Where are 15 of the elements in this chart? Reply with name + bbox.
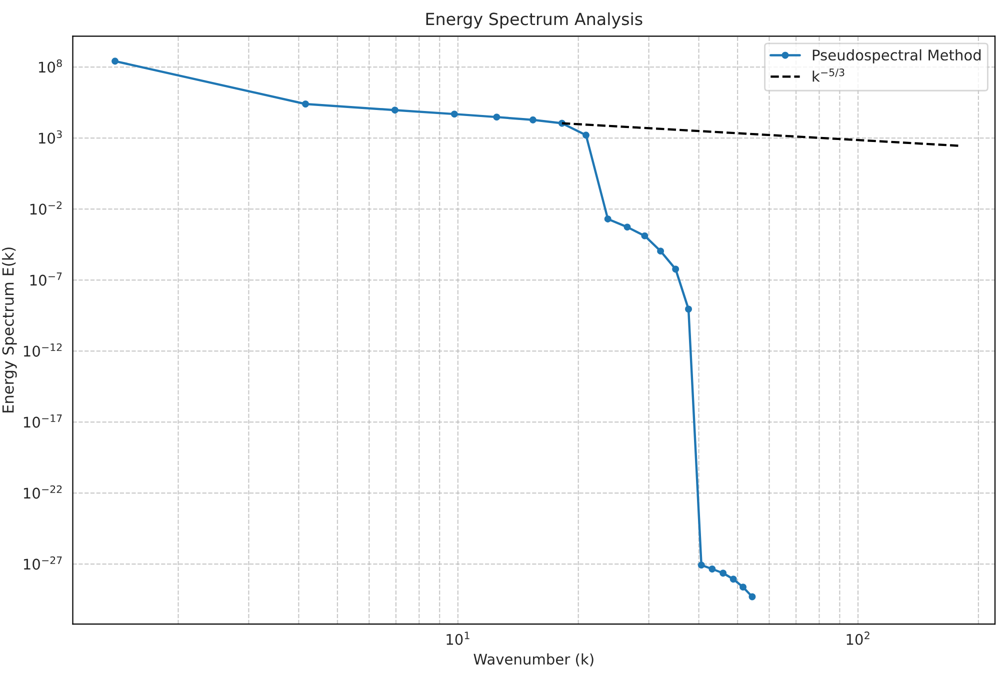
legend-label: Pseudospectral Method	[812, 49, 981, 64]
legend-label: k$^{−5/3}$	[812, 68, 844, 82]
y-tick-label: 10$^{−2}$	[30, 201, 62, 215]
chart-title: Energy Spectrum Analysis	[426, 12, 642, 28]
y-tick-label: 10$^{8}$	[38, 59, 62, 73]
y-tick-label: 10$^{−7}$	[30, 272, 62, 286]
y-tick-label: 10$^{−22}$	[24, 485, 62, 499]
y-tick-label: 10$^{−12}$	[24, 343, 62, 357]
x-tick-label: 10$^{2}$	[846, 632, 870, 645]
y-axis-title: Energy Spectrum E(k)	[2, 248, 17, 412]
y-tick-label: 10$^{−17}$	[24, 414, 62, 428]
x-tick-label: 10$^{1}$	[446, 632, 470, 645]
y-tick-label: 10$^{−27}$	[24, 556, 62, 570]
y-tick-label: 10$^{3}$	[38, 130, 62, 144]
x-axis-title: Wavenumber (k)	[474, 653, 594, 666]
